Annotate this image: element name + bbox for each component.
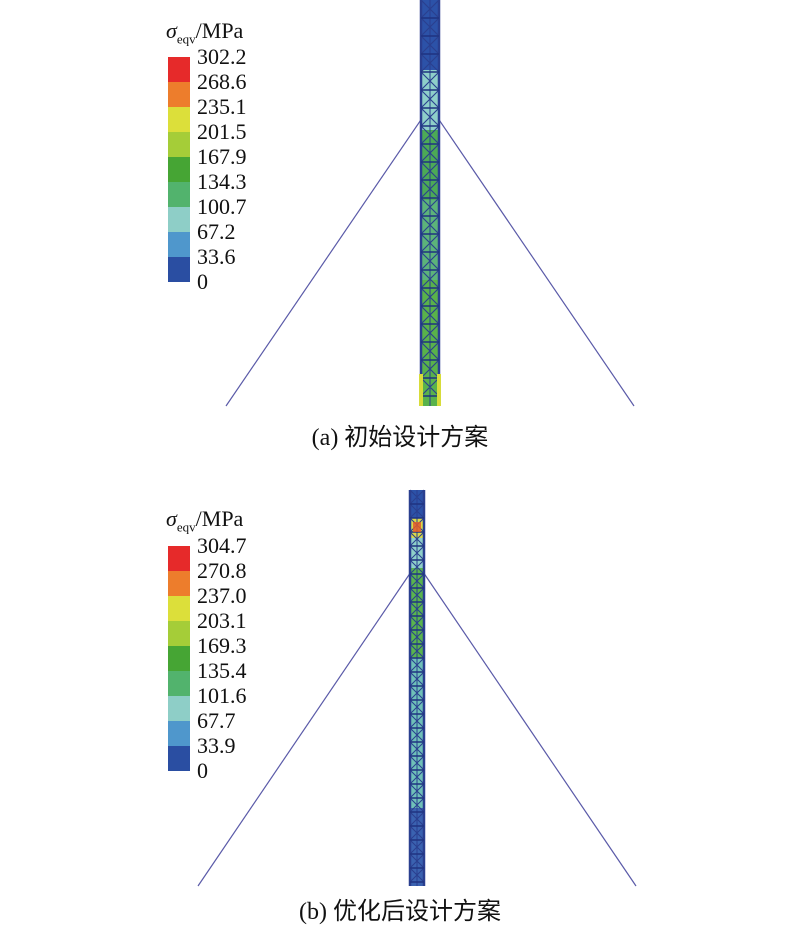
legend-swatch <box>168 621 190 646</box>
legend-tick: 237.0 <box>197 583 247 608</box>
legend-tick: 33.6 <box>197 244 236 269</box>
legend-swatch <box>168 207 190 232</box>
legend-swatch <box>168 721 190 746</box>
legend-tick: 235.1 <box>197 94 247 119</box>
legend-tick: 134.3 <box>197 169 247 194</box>
legend-swatch <box>168 671 190 696</box>
legend-tick: 302.2 <box>197 44 247 69</box>
caption-optimized: (b) 优化后设计方案 <box>299 899 501 925</box>
legend-swatch <box>168 232 190 257</box>
legend-swatch <box>168 132 190 157</box>
legend-tick: 167.9 <box>197 144 247 169</box>
legend-tick: 101.6 <box>197 683 247 708</box>
legend-tick: 270.8 <box>197 558 247 583</box>
legend-swatch <box>168 157 190 182</box>
legend-tick: 0 <box>197 269 208 294</box>
legend-title: σeqv/MPa <box>166 506 244 535</box>
caption-initial: (a) 初始设计方案 <box>311 425 489 451</box>
legend-tick: 67.7 <box>197 708 236 733</box>
legend-swatch <box>168 107 190 132</box>
legend-swatch <box>168 571 190 596</box>
lattice-mast <box>408 489 426 886</box>
legend-swatch <box>168 82 190 107</box>
legend-title: σeqv/MPa <box>166 18 244 47</box>
legend-tick: 135.4 <box>197 658 247 683</box>
legend-swatch <box>168 596 190 621</box>
legend-tick: 100.7 <box>197 194 247 219</box>
legend-tick: 268.6 <box>197 69 247 94</box>
legend-swatch <box>168 696 190 721</box>
legend-swatch <box>168 182 190 207</box>
legend-tick: 201.5 <box>197 119 247 144</box>
legend-tick: 304.7 <box>197 533 247 558</box>
legend-swatch <box>168 546 190 571</box>
guy-wires <box>225 107 635 407</box>
panel-optimized-design: σeqv/MPa 304.7 270.8 237.0 203.1 169.3 1… <box>0 478 800 932</box>
guy-wires <box>197 565 637 887</box>
lattice-mast <box>419 0 441 406</box>
legend-tick: 203.1 <box>197 608 247 633</box>
legend-tick: 0 <box>197 758 208 783</box>
tower-model-optimized <box>197 489 637 887</box>
legend-swatch <box>168 257 190 282</box>
tower-model-initial <box>225 0 635 407</box>
legend-swatch <box>168 646 190 671</box>
legend-tick: 67.2 <box>197 219 236 244</box>
legend-swatch <box>168 57 190 82</box>
legend-tick: 33.9 <box>197 733 236 758</box>
legend-tick: 169.3 <box>197 633 247 658</box>
legend-swatch <box>168 746 190 771</box>
panel-initial-design: σeqv/MPa 302.2 268.6 235.1 201.5 167.9 1… <box>166 0 635 451</box>
